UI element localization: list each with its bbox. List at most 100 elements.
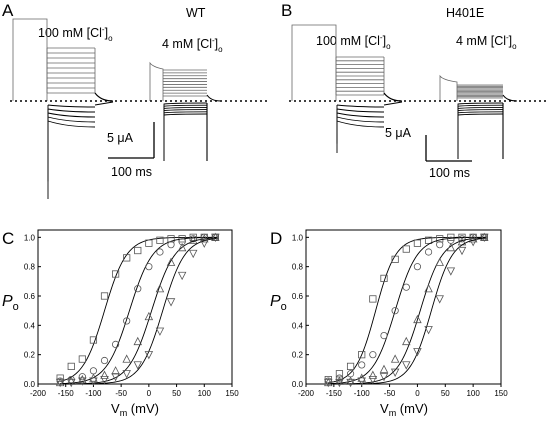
- d-point-circle: [346, 370, 355, 378]
- c-fit-curve-circle: [60, 236, 218, 385]
- c-point-circle: [145, 263, 153, 271]
- d-point-circle: [380, 331, 388, 340]
- h401e-low-tail-trace: [502, 94, 518, 159]
- c-point-triangle-up: [177, 242, 187, 252]
- wt-low-negative-trace: [163, 109, 208, 161]
- c-point-circle: [100, 356, 109, 365]
- d-y-tick-label: 0.4: [292, 321, 304, 330]
- c-point-triangle-up: [133, 336, 143, 346]
- d-x-tick-label: 150: [494, 389, 508, 398]
- c-point-triangle-down: [111, 373, 120, 382]
- c-point-circle: [167, 241, 175, 249]
- d-x-tick-label: -150: [326, 389, 343, 398]
- d-point-circle: [369, 351, 377, 359]
- wt-low-negative-trace: [163, 113, 208, 161]
- y-axis-label-c: Po: [2, 293, 19, 313]
- x-axis-label-d: Vm (mV): [380, 401, 428, 418]
- c-axes-frame: [37, 229, 233, 385]
- wt-tail-trace: [94, 101, 114, 106]
- c-point-triangle-up: [200, 234, 209, 243]
- c-point-square: [100, 292, 109, 300]
- d-point-circle: [335, 374, 344, 382]
- wt-low-negative-trace: [163, 102, 208, 161]
- d-point-triangle-down: [324, 378, 333, 388]
- c-point-square: [89, 336, 98, 344]
- c-point-triangle-up: [78, 374, 87, 384]
- c-point-triangle-down: [211, 233, 220, 243]
- c-point-triangle-up: [100, 370, 109, 379]
- wt-tail-trace: [94, 92, 114, 102]
- d-point-triangle-up: [368, 370, 378, 379]
- c-point-triangle-up: [188, 235, 198, 244]
- d-point-square: [346, 362, 355, 371]
- genotype-label-wt: WT: [186, 6, 206, 20]
- d-point-square: [402, 245, 410, 253]
- c-fit-curve-square: [60, 236, 218, 382]
- d-point-triangle-down: [357, 377, 366, 386]
- plot-area-d: -200 -150 -100 -50 0 50 100 150 0.0 0.2 0.4 0.6 0.8 1…: [292, 229, 508, 398]
- genotype-label-h401e: H401E: [446, 6, 484, 20]
- h401e-low-negative-trace: [457, 102, 504, 159]
- c-y-tick-label: 0.8: [24, 263, 36, 272]
- d-point-triangle-up: [402, 336, 411, 346]
- low-cl-label-b: 4 mM [Cl-]o: [456, 33, 517, 51]
- d-point-triangle-down: [346, 378, 355, 388]
- c-point-triangle-down: [144, 351, 154, 360]
- c-point-triangle-down: [188, 249, 198, 259]
- scale-current-b: 5 μA: [385, 126, 412, 140]
- panel-label-a: A: [2, 1, 14, 20]
- d-y-tick-label: 0.8: [292, 263, 304, 272]
- c-point-triangle-down: [67, 378, 76, 388]
- scale-current-a: 5 μA: [107, 131, 134, 145]
- d-point-circle: [413, 263, 422, 271]
- panel-label-d: D: [270, 229, 282, 248]
- c-point-square: [134, 246, 142, 255]
- d-fit-curve-triangle-down: [328, 237, 487, 385]
- d-point-triangle-down: [402, 361, 411, 370]
- d-point-square: [447, 233, 455, 241]
- d-point-circle: [358, 361, 366, 369]
- h401e-low-negative-trace: [457, 109, 504, 159]
- d-point-circle: [402, 283, 410, 291]
- trace-family-a: [12, 18, 222, 199]
- c-point-triangle-down: [78, 377, 87, 386]
- c-point-triangle-down: [55, 378, 65, 388]
- c-point-circle: [112, 340, 120, 348]
- c-y-tick-label: 0.6: [24, 292, 36, 301]
- panel-d-open-probability-chart: D -200 -150 -100 -50 0 50 100 150 0.0 0.2 0.4 0.6 0.…: [270, 229, 508, 418]
- d-point-circle: [391, 307, 399, 315]
- wt-negative-trace: [47, 120, 96, 129]
- d-point-triangle-down: [424, 326, 433, 335]
- c-point-square: [56, 374, 64, 382]
- h401e-negative-trace: [336, 116, 385, 125]
- panel-b-current-traces: B H401E 100 mM [Cl-]o 4 mM [Cl-]o 5 μA 1…: [281, 1, 548, 180]
- d-x-tick-label: -100: [354, 389, 371, 398]
- c-point-triangle-down: [166, 298, 176, 307]
- d-fit-curve-circle: [328, 236, 487, 385]
- wt-low-prepulse-trace: [149, 61, 164, 101]
- h401e-negative-trace: [336, 115, 385, 128]
- c-point-triangle-up: [155, 283, 165, 293]
- d-point-square: [424, 236, 433, 244]
- h401e-low-negative-trace: [457, 111, 504, 159]
- c-point-square: [78, 355, 86, 363]
- c-point-circle: [89, 367, 98, 375]
- d-point-square: [358, 351, 366, 359]
- d-point-square: [413, 239, 422, 247]
- c-x-tick-label: -200: [30, 389, 47, 398]
- c-point-square: [156, 236, 164, 244]
- d-point-triangle-up: [379, 364, 389, 373]
- c-x-tick-label: -50: [115, 389, 127, 398]
- d-fit-curve-square: [328, 236, 487, 384]
- c-point-circle: [78, 373, 86, 381]
- d-point-triangle-down: [390, 368, 400, 377]
- h401e-step-edges: [335, 57, 385, 95]
- d-point-triangle-down: [379, 373, 389, 382]
- c-point-square: [167, 235, 175, 243]
- low-cl-label-a: 4 mM [Cl-]o: [162, 36, 223, 54]
- c-y-tick-label: 0.0: [24, 380, 36, 389]
- c-point-square: [67, 362, 75, 371]
- d-point-triangle-up: [390, 354, 400, 363]
- c-point-triangle-up: [144, 311, 154, 321]
- d-point-triangle-down: [435, 295, 444, 304]
